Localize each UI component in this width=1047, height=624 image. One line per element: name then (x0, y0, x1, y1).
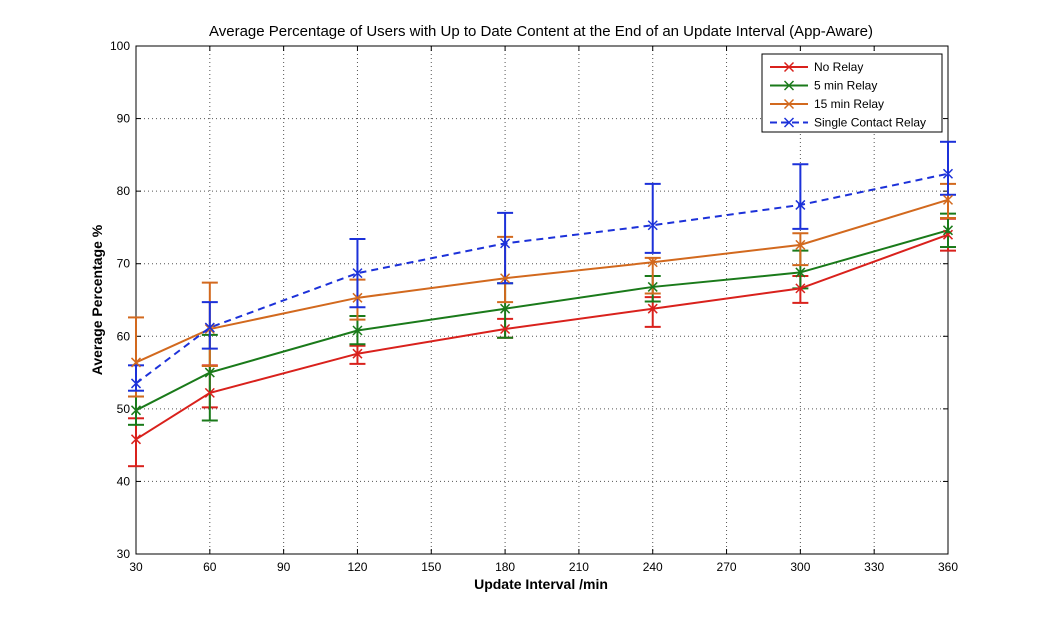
data-point (795, 239, 806, 250)
error-bar (644, 182, 661, 254)
data-point (500, 238, 511, 249)
series-lines (135, 172, 949, 441)
data-point (500, 323, 511, 335)
data-point (204, 387, 215, 398)
error-bar (349, 344, 366, 365)
error-bar (128, 364, 144, 392)
x-tick-label: 270 (717, 560, 737, 574)
error-bar (792, 232, 809, 267)
data-point (352, 268, 363, 279)
data-point (795, 267, 806, 278)
legend-marker (783, 80, 795, 91)
axis-ticks: 30 60 90 120 150 180 210 240 270 300 330 360 30 40 50 6… (110, 39, 958, 574)
y-tick-label: 70 (117, 257, 131, 271)
data-point (130, 378, 142, 389)
data-point (647, 281, 658, 292)
legend-marker (783, 117, 795, 128)
x-tick-label: 240 (643, 560, 663, 574)
data-point (130, 357, 142, 368)
data-point (795, 199, 806, 210)
x-tick-label: 210 (569, 560, 589, 574)
error-bar (940, 140, 956, 196)
data-point (130, 434, 142, 445)
legend-marker (783, 61, 795, 73)
legend-entry: 15 min Relay (814, 97, 884, 111)
legend-entry: Single Contact Relay (814, 116, 926, 130)
legend-marker (783, 98, 795, 110)
y-tick-label: 40 (117, 474, 131, 488)
x-tick-label: 330 (864, 560, 884, 574)
y-tick-label: 90 (117, 112, 131, 126)
x-tick-label: 150 (421, 560, 441, 574)
data-point (647, 303, 658, 314)
legend: No Relay 5 min Relay 15 min Relay Single Co… (761, 53, 943, 133)
data-point (647, 220, 658, 231)
data-point (352, 325, 363, 336)
x-tick-label: 30 (129, 560, 143, 574)
data-point (204, 367, 215, 378)
data-point (352, 292, 363, 303)
series-line-1 (135, 229, 949, 412)
data-point (204, 322, 215, 333)
x-tick-label: 120 (347, 560, 367, 574)
series-line-2 (135, 198, 949, 364)
x-tick-label: 180 (495, 560, 515, 574)
data-point (500, 303, 511, 314)
y-tick-label: 60 (117, 329, 131, 343)
y-tick-label: 80 (117, 184, 131, 198)
error-bar (201, 301, 218, 350)
legend-entry: 5 min Relay (814, 79, 877, 93)
y-tick-label: 100 (110, 39, 130, 53)
data-point (647, 257, 658, 268)
data-point (942, 194, 954, 205)
data-point (352, 348, 363, 359)
data-point (942, 229, 954, 240)
data-point (204, 323, 215, 335)
y-axis-label: Average Percentage % (89, 224, 105, 375)
x-tick-label: 300 (790, 560, 810, 574)
y-tick-label: 50 (117, 402, 131, 416)
series-markers (130, 168, 954, 445)
x-tick-label: 360 (938, 560, 958, 574)
x-axis-label: Update Interval /min (474, 576, 608, 592)
error-bar (497, 211, 514, 285)
y-tick-label: 30 (117, 547, 131, 561)
chart-title: Average Percentage of Users with Up to D… (209, 23, 873, 40)
data-point (942, 168, 954, 179)
data-point (130, 405, 142, 416)
data-point (500, 273, 511, 284)
error-bar (792, 163, 809, 230)
plot-area-frame (135, 45, 949, 555)
legend-entry: No Relay (814, 60, 863, 74)
data-point (942, 225, 954, 236)
x-tick-label: 60 (203, 560, 217, 574)
x-tick-label: 90 (277, 560, 291, 574)
data-point (795, 283, 806, 294)
